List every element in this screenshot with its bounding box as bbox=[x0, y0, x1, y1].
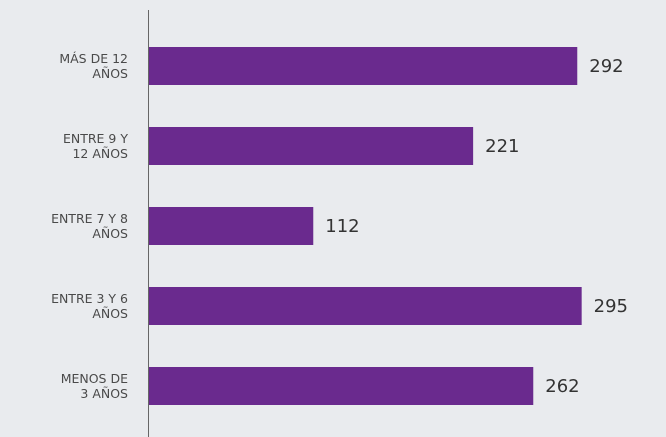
category-label: ENTRE 9 Y 12 AÑOS bbox=[62, 131, 128, 161]
bar bbox=[149, 207, 314, 245]
value-label: 112 bbox=[325, 216, 359, 237]
category-label: ENTRE 3 Y 6 AÑOS bbox=[51, 291, 128, 321]
category-label: MÁS DE 12 AÑOS bbox=[59, 51, 128, 81]
value-label: 292 bbox=[589, 56, 623, 77]
value-label: 295 bbox=[594, 296, 628, 317]
category-label: MENOS DE 3 AÑOS bbox=[60, 371, 128, 401]
category-label: ENTRE 7 Y 8 AÑOS bbox=[51, 211, 128, 241]
value-label: 262 bbox=[545, 376, 579, 397]
bar bbox=[149, 287, 582, 325]
value-label: 221 bbox=[485, 136, 519, 157]
bar bbox=[149, 367, 534, 405]
bar bbox=[149, 127, 474, 165]
bar bbox=[149, 47, 578, 85]
